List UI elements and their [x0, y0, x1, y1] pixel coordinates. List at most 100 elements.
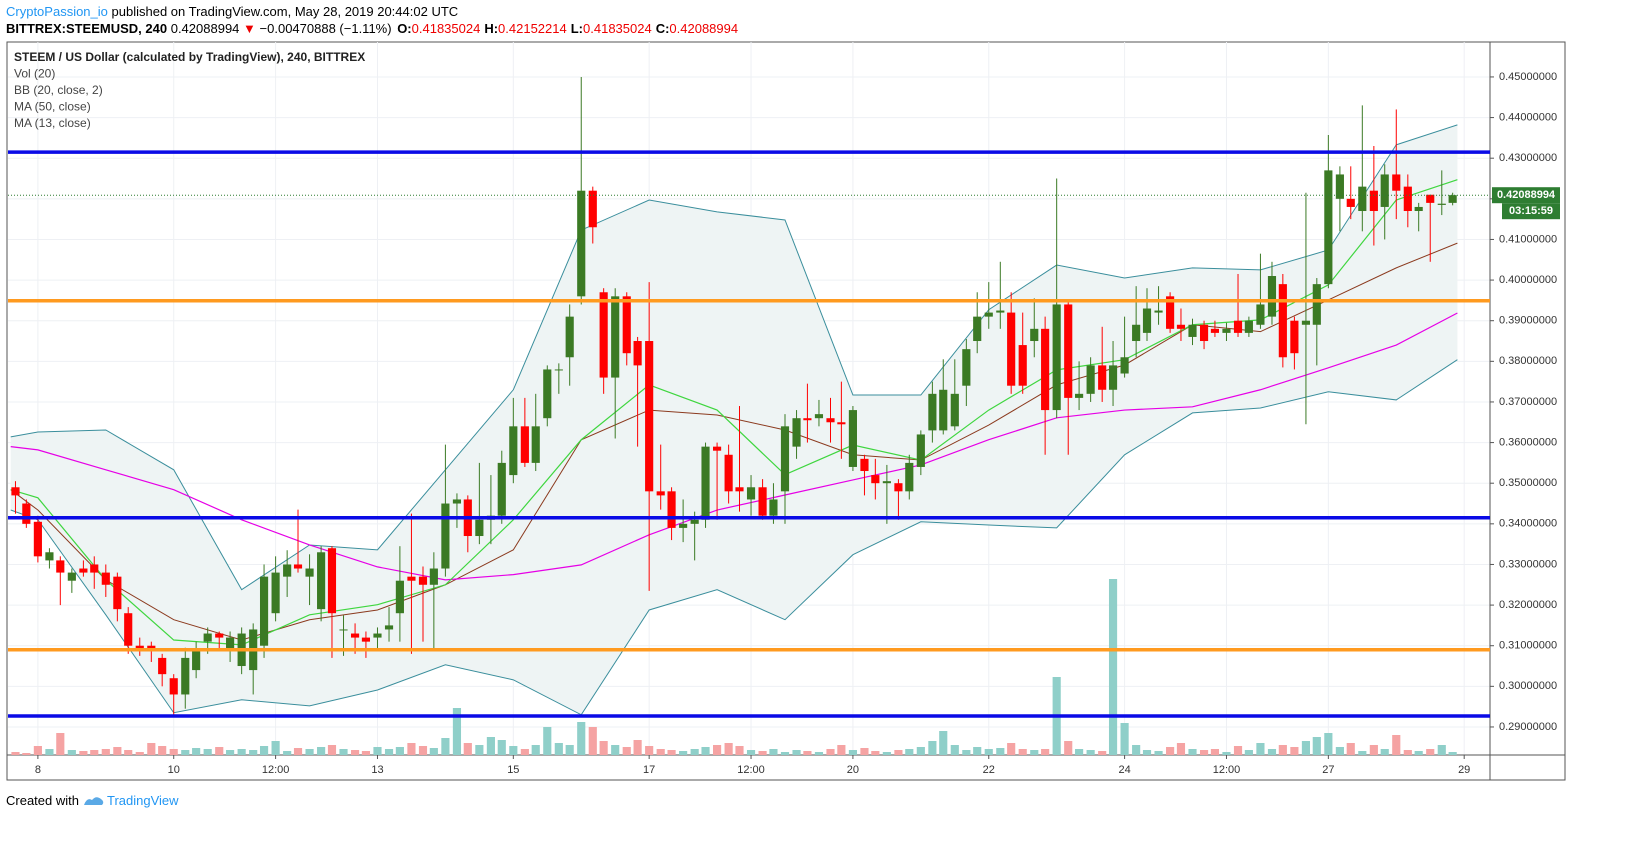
- candle-body: [226, 637, 235, 650]
- header-line: CryptoPassion_io published on TradingVie…: [6, 4, 458, 19]
- candle-body: [1210, 328, 1220, 333]
- volume-bar: [905, 749, 914, 755]
- candle-body: [1392, 174, 1401, 191]
- volume-bar: [1426, 749, 1435, 755]
- candle-body: [1358, 186, 1367, 212]
- volume-bar: [599, 741, 608, 755]
- volume-bar: [1132, 745, 1141, 755]
- candle-body: [554, 369, 563, 371]
- volume-bar: [249, 750, 258, 755]
- volume-bar: [565, 745, 574, 755]
- candle-body: [962, 349, 971, 386]
- x-tick-label: 27: [1322, 764, 1334, 776]
- candle-body: [259, 576, 269, 646]
- ohlc-value: 0.42152214: [498, 21, 567, 36]
- volume-bar: [1403, 750, 1412, 755]
- candle-body: [384, 625, 394, 630]
- volume-bar: [33, 746, 42, 755]
- x-tick-label: 22: [983, 764, 995, 776]
- volume-bar: [1064, 741, 1073, 755]
- volume-bar: [283, 751, 292, 755]
- volume-bar: [384, 749, 394, 755]
- candle-body: [45, 552, 54, 561]
- candle-body: [611, 296, 620, 378]
- volume-bar: [1392, 735, 1401, 755]
- y-tick-label: 0.39000000: [1499, 315, 1557, 327]
- volume-bar: [181, 750, 190, 755]
- volume-bar: [45, 749, 54, 755]
- ohlc-value: 0.41835024: [411, 21, 481, 36]
- volume-bar: [124, 750, 133, 755]
- candle-body: [905, 462, 914, 492]
- volume-bar: [305, 749, 314, 755]
- volume-bar: [860, 748, 869, 755]
- volume-bar: [758, 751, 767, 755]
- candle-body: [1380, 174, 1389, 207]
- candle-body: [441, 503, 450, 569]
- ohlc-label: O:: [397, 21, 412, 36]
- volume-bar: [226, 750, 235, 755]
- band-lower: [10, 359, 1458, 716]
- volume-bar: [67, 750, 76, 755]
- volume-bar: [916, 747, 925, 755]
- candle-body: [1030, 328, 1039, 342]
- footer-text: Created with: [6, 793, 79, 808]
- y-tick-label: 0.45000000: [1499, 71, 1557, 83]
- volume-bar: [645, 746, 654, 755]
- candle-body: [475, 519, 484, 537]
- candle-body: [169, 678, 178, 695]
- volume-bar: [1075, 749, 1084, 755]
- published-text: published on TradingView.com, May 28, 20…: [111, 4, 459, 19]
- x-tick-label: 12:00: [737, 764, 765, 776]
- volume-bar: [101, 749, 110, 755]
- logo-icon: [83, 796, 104, 805]
- volume-bar: [113, 747, 122, 755]
- volume-bar: [237, 749, 246, 755]
- candle-body: [1052, 304, 1061, 411]
- legend-item: Vol (20): [14, 67, 55, 81]
- candle-body: [1335, 174, 1344, 199]
- candle-body: [599, 292, 608, 378]
- change-arrow: ▼: [243, 21, 256, 36]
- candle-body: [622, 296, 631, 354]
- volume-bar: [215, 747, 224, 755]
- candle-body: [158, 657, 167, 675]
- x-tick-label: 12:00: [262, 764, 290, 776]
- y-tick-label: 0.33000000: [1499, 558, 1557, 570]
- volume-bar: [1312, 737, 1321, 755]
- brand[interactable]: TradingView: [106, 793, 179, 808]
- candle-body: [1120, 357, 1129, 374]
- volume-bar: [1199, 750, 1209, 755]
- candle-body: [1369, 190, 1378, 212]
- y-tick-label: 0.44000000: [1499, 111, 1557, 123]
- volume-bar: [373, 747, 382, 755]
- x-tick-label: 24: [1118, 764, 1130, 776]
- candle-body: [407, 576, 416, 581]
- volume-bar: [327, 745, 337, 755]
- volume-bar: [928, 741, 937, 755]
- candle-body: [1166, 296, 1175, 329]
- volume-bar: [203, 749, 212, 755]
- candle-body: [1018, 345, 1027, 386]
- volume-bar: [1098, 751, 1107, 755]
- candle-body: [543, 369, 552, 419]
- x-tick-label: 10: [168, 764, 180, 776]
- candle-body: [1346, 198, 1355, 207]
- candle-body: [339, 629, 348, 631]
- candle-body: [79, 568, 88, 573]
- volume-bar: [169, 749, 178, 755]
- x-tick-label: 20: [847, 764, 859, 776]
- y-tick-label: 0.40000000: [1499, 274, 1557, 286]
- legend-item: MA (50, close): [14, 100, 91, 114]
- candle-body: [531, 426, 540, 463]
- volume-bar: [803, 751, 812, 755]
- volume-bar: [633, 740, 642, 755]
- volume-bar: [339, 749, 348, 755]
- volume-bar: [1166, 747, 1175, 755]
- candle-body: [667, 491, 676, 528]
- y-tick-label: 0.34000000: [1499, 518, 1557, 530]
- candle-body: [645, 341, 654, 492]
- candle-body: [215, 633, 224, 638]
- author-link[interactable]: CryptoPassion_io: [6, 4, 108, 19]
- band-upper: [10, 124, 1458, 591]
